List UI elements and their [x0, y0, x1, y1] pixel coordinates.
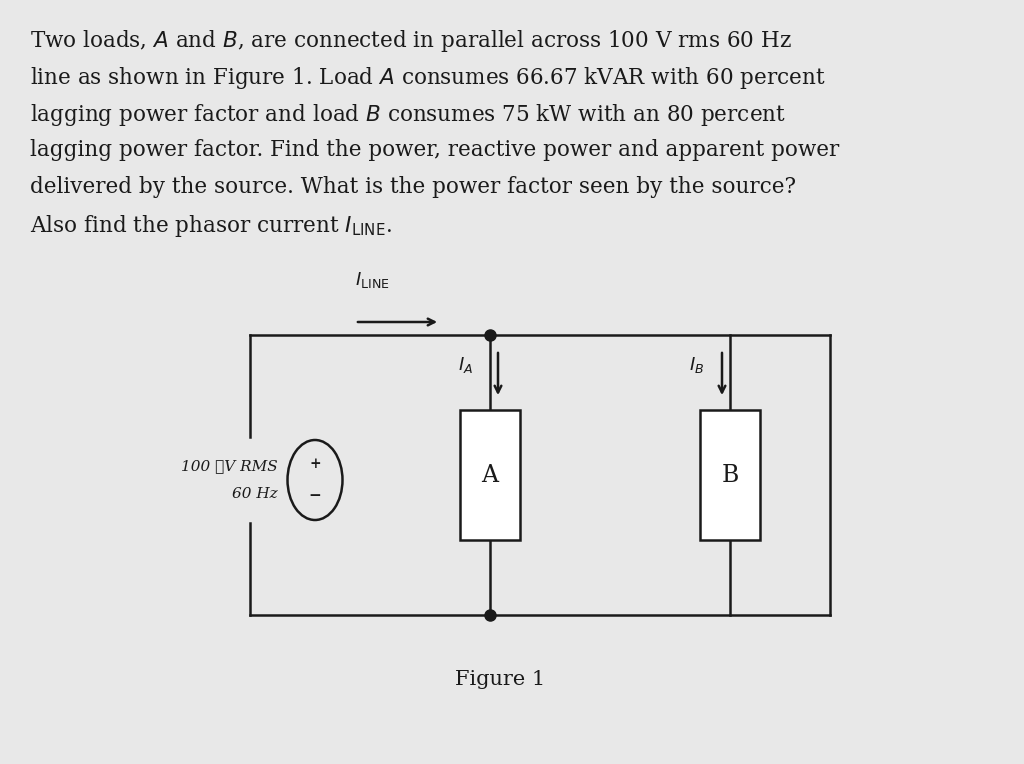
- Text: 60 Hz: 60 Hz: [232, 487, 278, 501]
- Text: $I_B$: $I_B$: [689, 355, 705, 375]
- Text: line as shown in Figure 1. Load $\mathit{A}$ consumes 66.67 kVAR with 60 percent: line as shown in Figure 1. Load $\mathit…: [30, 65, 825, 91]
- Text: delivered by the source. What is the power factor seen by the source?: delivered by the source. What is the pow…: [30, 176, 796, 198]
- Text: −: −: [308, 489, 322, 503]
- Bar: [460, 410, 520, 540]
- Text: +: +: [309, 457, 321, 471]
- Text: Figure 1: Figure 1: [455, 670, 545, 689]
- Ellipse shape: [288, 440, 342, 520]
- Bar: [700, 410, 760, 540]
- Text: lagging power factor. Find the power, reactive power and apparent power: lagging power factor. Find the power, re…: [30, 139, 840, 161]
- Text: lagging power factor and load $\mathit{B}$ consumes 75 kW with an 80 percent: lagging power factor and load $\mathit{B…: [30, 102, 786, 128]
- Text: $I_{\mathrm{LINE}}$: $I_{\mathrm{LINE}}$: [355, 270, 389, 290]
- Text: A: A: [481, 464, 499, 487]
- Text: Also find the phasor current $I_{\mathrm{LINE}}$.: Also find the phasor current $I_{\mathrm…: [30, 213, 392, 239]
- Text: 100 ★V RMS: 100 ★V RMS: [181, 459, 278, 473]
- Text: Two loads, $\mathit{A}$ and $\mathit{B}$, are connected in parallel across 100 V: Two loads, $\mathit{A}$ and $\mathit{B}$…: [30, 28, 792, 54]
- Text: $I_A$: $I_A$: [458, 355, 473, 375]
- Text: B: B: [721, 464, 738, 487]
